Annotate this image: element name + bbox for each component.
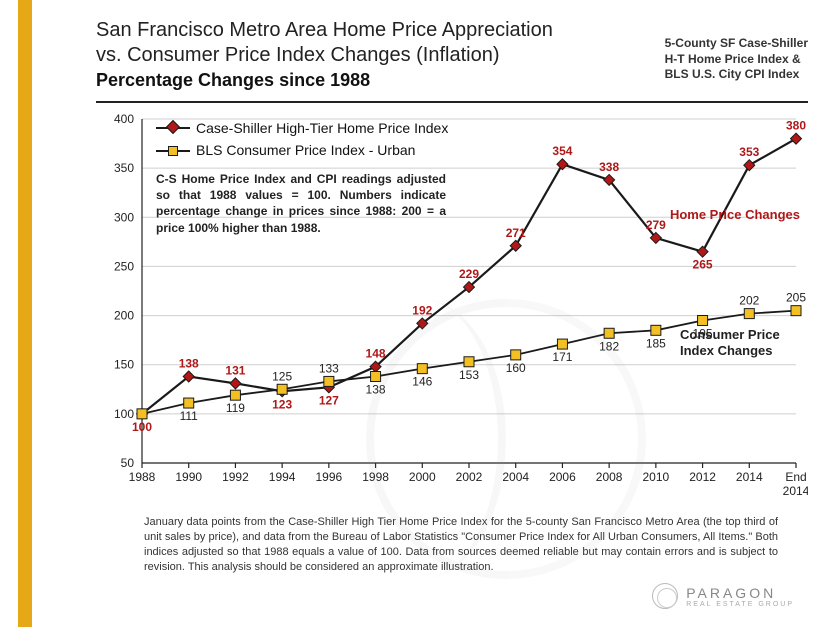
title-line-1: San Francisco Metro Area Home Price Appr… bbox=[96, 18, 655, 43]
svg-text:185: 185 bbox=[646, 336, 666, 350]
square-marker-icon bbox=[156, 144, 190, 158]
svg-text:202: 202 bbox=[739, 294, 759, 308]
svg-text:1992: 1992 bbox=[222, 470, 249, 484]
subtitle-line-2: H-T Home Price Index & bbox=[665, 52, 808, 68]
legend-label-2: BLS Consumer Price Index - Urban bbox=[196, 139, 415, 161]
svg-text:138: 138 bbox=[179, 357, 199, 371]
header: San Francisco Metro Area Home Price Appr… bbox=[48, 0, 818, 99]
line-chart: 50 100 150 200 250 300 350 400 1988 1990 1992 1994 1… bbox=[96, 109, 808, 509]
svg-text:350: 350 bbox=[114, 161, 134, 175]
svg-text:380: 380 bbox=[786, 119, 806, 133]
content-region: San Francisco Metro Area Home Price Appr… bbox=[48, 0, 818, 627]
svg-text:1990: 1990 bbox=[175, 470, 202, 484]
svg-text:160: 160 bbox=[506, 361, 526, 375]
svg-text:2002: 2002 bbox=[456, 470, 483, 484]
annotation-home-price: Home Price Changes bbox=[670, 207, 800, 223]
svg-text:2014: 2014 bbox=[783, 484, 808, 498]
svg-text:1988: 1988 bbox=[129, 470, 156, 484]
logo-circle-icon bbox=[652, 583, 678, 609]
svg-text:119: 119 bbox=[226, 401, 245, 415]
svg-text:265: 265 bbox=[693, 258, 713, 272]
svg-text:171: 171 bbox=[552, 350, 572, 364]
title-line-2: vs. Consumer Price Index Changes (Inflat… bbox=[96, 43, 655, 68]
svg-text:146: 146 bbox=[412, 375, 432, 389]
svg-text:300: 300 bbox=[114, 210, 134, 224]
logo-text-block: PARAGON REAL ESTATE GROUP bbox=[686, 585, 794, 608]
logo-name: PARAGON bbox=[686, 585, 794, 601]
svg-text:100: 100 bbox=[114, 407, 134, 421]
chart-note: C-S Home Price Index and CPI readings ad… bbox=[156, 171, 446, 236]
svg-text:2004: 2004 bbox=[502, 470, 529, 484]
svg-text:192: 192 bbox=[412, 303, 432, 317]
svg-text:2010: 2010 bbox=[643, 470, 670, 484]
svg-text:111: 111 bbox=[180, 409, 199, 423]
svg-text:229: 229 bbox=[459, 267, 479, 281]
svg-text:2006: 2006 bbox=[549, 470, 576, 484]
chart-legend: Case-Shiller High-Tier Home Price Index … bbox=[156, 117, 448, 162]
svg-text:182: 182 bbox=[599, 339, 619, 353]
svg-text:138: 138 bbox=[366, 383, 386, 397]
svg-text:205: 205 bbox=[786, 291, 806, 305]
svg-text:127: 127 bbox=[319, 393, 339, 407]
svg-text:2008: 2008 bbox=[596, 470, 623, 484]
svg-text:150: 150 bbox=[114, 358, 134, 372]
svg-text:123: 123 bbox=[272, 397, 292, 411]
subtitle-line-1: 5-County SF Case-Shiller bbox=[665, 36, 808, 52]
subtitle-block: 5-County SF Case-Shiller H-T Home Price … bbox=[665, 36, 808, 83]
svg-text:2012: 2012 bbox=[689, 470, 716, 484]
accent-bar bbox=[18, 0, 32, 627]
subtitle-line-3: BLS U.S. City CPI Index bbox=[665, 67, 808, 83]
svg-text:353: 353 bbox=[739, 145, 759, 159]
svg-text:100: 100 bbox=[132, 420, 152, 434]
legend-item-home-price: Case-Shiller High-Tier Home Price Index bbox=[156, 117, 448, 139]
paragon-logo: PARAGON REAL ESTATE GROUP bbox=[652, 583, 794, 609]
chart-area: 50 100 150 200 250 300 350 400 1988 1990 1992 1994 1… bbox=[96, 109, 808, 509]
svg-text:1996: 1996 bbox=[316, 470, 343, 484]
svg-text:148: 148 bbox=[366, 347, 386, 361]
svg-text:2014: 2014 bbox=[736, 470, 763, 484]
svg-text:354: 354 bbox=[552, 144, 572, 158]
diamond-marker-icon bbox=[156, 121, 190, 135]
svg-text:338: 338 bbox=[599, 160, 619, 174]
legend-item-cpi: BLS Consumer Price Index - Urban bbox=[156, 139, 448, 161]
title-block: San Francisco Metro Area Home Price Appr… bbox=[96, 18, 655, 91]
svg-text:250: 250 bbox=[114, 259, 134, 273]
svg-text:200: 200 bbox=[114, 309, 134, 323]
svg-text:271: 271 bbox=[506, 226, 526, 240]
svg-text:131: 131 bbox=[225, 363, 245, 377]
svg-text:133: 133 bbox=[319, 361, 339, 375]
footnote-text: January data points from the Case-Shille… bbox=[144, 515, 778, 574]
svg-text:1998: 1998 bbox=[362, 470, 389, 484]
title-line-3: Percentage Changes since 1988 bbox=[96, 70, 655, 91]
header-divider bbox=[96, 101, 808, 103]
logo-subtitle: REAL ESTATE GROUP bbox=[686, 601, 794, 608]
svg-text:125: 125 bbox=[272, 369, 292, 383]
svg-text:2000: 2000 bbox=[409, 470, 436, 484]
annotation-cpi: Consumer Price Index Changes bbox=[680, 327, 800, 358]
svg-text:1994: 1994 bbox=[269, 470, 296, 484]
legend-label-1: Case-Shiller High-Tier Home Price Index bbox=[196, 117, 448, 139]
svg-text:50: 50 bbox=[121, 456, 135, 470]
svg-text:400: 400 bbox=[114, 112, 134, 126]
svg-text:279: 279 bbox=[646, 218, 666, 232]
svg-text:153: 153 bbox=[459, 368, 479, 382]
svg-text:End: End bbox=[785, 470, 806, 484]
